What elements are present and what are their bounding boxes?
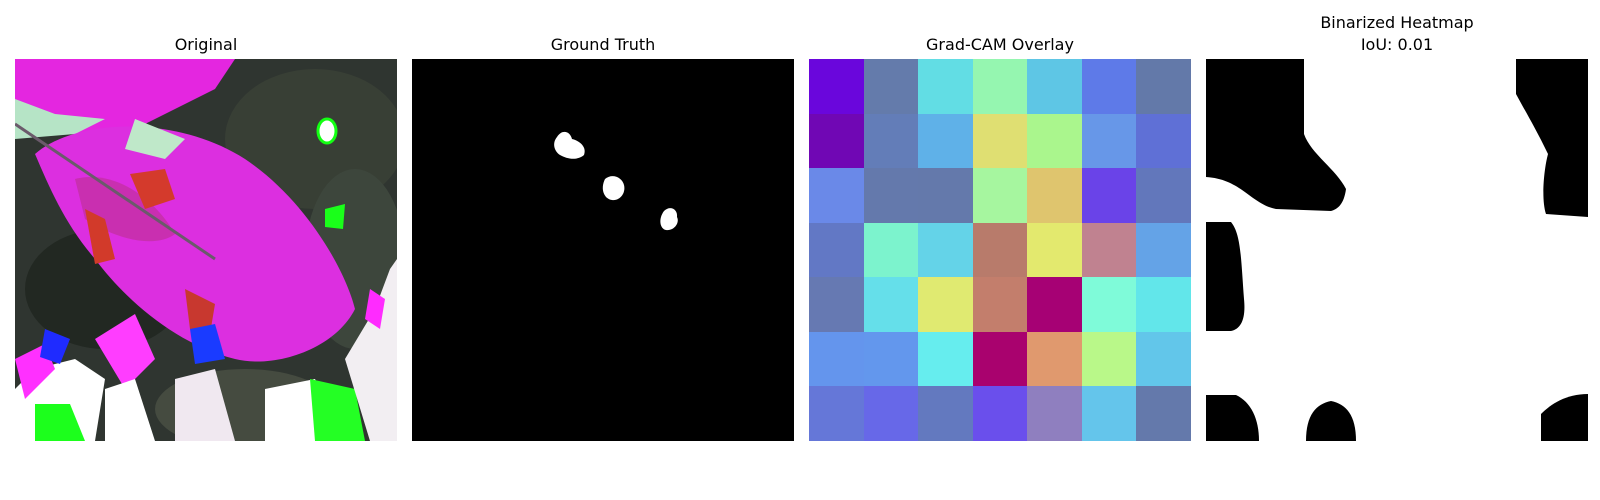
gradcam-heatmap	[809, 59, 1191, 441]
gradcam-cell	[863, 59, 919, 114]
gradcam-cell	[1027, 59, 1082, 114]
gradcam-grid	[809, 59, 1191, 441]
gradcam-cell	[809, 113, 864, 169]
gradcam-cell	[1027, 168, 1082, 223]
gradcam-cell	[918, 59, 973, 114]
gradcam-cell	[1027, 113, 1082, 169]
gradcam-cell	[1081, 277, 1137, 332]
gradcam-cell	[809, 168, 864, 223]
gradcam-cell	[1027, 386, 1082, 441]
gradcam-cell	[1081, 168, 1137, 223]
original-title: Original	[174, 35, 238, 54]
gradcam-cell	[972, 222, 1028, 278]
gradcam-cell	[1136, 113, 1191, 169]
gradcam-cell	[972, 59, 1028, 114]
gradcam-cell	[1081, 222, 1137, 278]
gradcam-cell	[863, 331, 919, 387]
gradcam-cell	[1027, 331, 1082, 387]
ground-truth-panel: Ground Truth	[412, 0, 794, 500]
gradcam-cell	[1136, 277, 1191, 332]
ground-truth-title: Ground Truth	[550, 35, 656, 54]
gradcam-cell	[809, 59, 864, 114]
binarized-title: Binarized Heatmap	[1320, 13, 1474, 32]
gradcam-cell	[1136, 59, 1191, 114]
gradcam-cell	[1081, 59, 1137, 114]
gradcam-cell	[809, 331, 864, 387]
gradcam-cell	[1136, 386, 1191, 441]
gradcam-cell	[918, 222, 973, 278]
original-panel: Original	[15, 0, 397, 500]
gradcam-cell	[1136, 331, 1191, 387]
gradcam-panel: Grad-CAM Overlay	[809, 0, 1191, 500]
gradcam-cell	[972, 386, 1028, 441]
gradcam-title: Grad-CAM Overlay	[926, 35, 1074, 54]
gradcam-cell	[1081, 331, 1137, 387]
gradcam-cell	[918, 386, 973, 441]
gradcam-cell	[1081, 386, 1137, 441]
gradcam-cell	[972, 168, 1028, 223]
ground-truth-mask	[412, 59, 794, 441]
iou-label: IoU: 0.01	[1360, 35, 1434, 54]
gradcam-cell	[863, 168, 919, 223]
gradcam-cell	[863, 386, 919, 441]
gradcam-cell	[972, 331, 1028, 387]
gradcam-cell	[918, 168, 973, 223]
gradcam-cell	[972, 113, 1028, 169]
gradcam-cell	[918, 113, 973, 169]
gradcam-cell	[1136, 168, 1191, 223]
gradcam-cell	[1136, 222, 1191, 278]
original-image	[15, 59, 397, 441]
gradcam-cell	[1081, 113, 1137, 169]
gradcam-cell	[863, 277, 919, 332]
binarized-mask	[1206, 59, 1588, 441]
gradcam-cell	[1027, 222, 1082, 278]
gradcam-cell	[809, 222, 864, 278]
gradcam-cell	[1027, 277, 1082, 332]
gradcam-cell	[918, 331, 973, 387]
gradcam-cell	[863, 113, 919, 169]
gradcam-cell	[863, 222, 919, 278]
gradcam-cell	[809, 386, 864, 441]
gradcam-cell	[809, 277, 864, 332]
binarized-panel: Binarized Heatmap IoU: 0.01	[1206, 0, 1588, 500]
gradcam-cell	[918, 277, 973, 332]
gradcam-cell	[972, 277, 1028, 332]
